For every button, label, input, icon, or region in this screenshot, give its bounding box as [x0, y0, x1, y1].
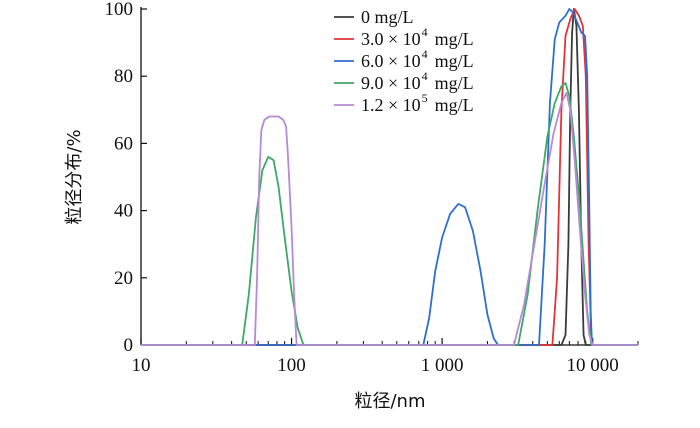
x-axis-label: 粒径/nm	[354, 391, 425, 412]
x-tick-label: 10 000	[567, 355, 619, 376]
legend-exponent: 4	[422, 47, 428, 61]
legend-label: 0 mg/L	[361, 7, 414, 27]
legend-label: 1.2 × 10	[361, 95, 421, 115]
series-line-4	[141, 82, 638, 346]
legend-unit: mg/L	[435, 51, 474, 71]
legend-label: 6.0 × 10	[361, 51, 421, 71]
legend-item-4: 9.0 × 10 4 mg/L	[334, 69, 474, 93]
legend-item-1: 0 mg/L	[334, 7, 414, 27]
series-line-2	[141, 8, 638, 346]
y-tick-label: 100	[105, 0, 134, 20]
legend-item-5: 1.2 × 10 5 mg/L	[334, 91, 474, 115]
y-tick-label: 0	[124, 335, 134, 356]
legend-unit: mg/L	[435, 73, 474, 93]
legend-label: 9.0 × 10	[361, 73, 421, 93]
legend-item-3: 6.0 × 10 4 mg/L	[334, 47, 474, 71]
legend-unit: mg/L	[435, 29, 474, 49]
legend-unit: mg/L	[435, 95, 474, 115]
y-axis-label: 粒径分布/%	[64, 129, 85, 224]
legend-label: 3.0 × 10	[361, 29, 421, 49]
legend-item-2: 3.0 × 10 4 mg/L	[334, 25, 474, 49]
x-tick-label: 1 000	[421, 355, 464, 376]
legend-exponent: 5	[422, 91, 428, 105]
chart-series	[141, 8, 638, 346]
y-tick-label: 20	[114, 268, 133, 289]
y-tick-label: 60	[114, 133, 133, 154]
y-tick-label: 40	[114, 201, 133, 222]
y-tick-label: 80	[114, 66, 133, 87]
legend-exponent: 4	[422, 69, 428, 83]
x-tick-label: 100	[277, 355, 306, 376]
x-tick-label: 10	[132, 355, 151, 376]
chart-axes: 0 20 40 60 80 100 10 100 1 000 10 000	[105, 0, 639, 376]
chart-legend: 0 mg/L3.0 × 10 4 mg/L6.0 × 10 4 mg/L9.0 × 10…	[334, 7, 474, 115]
series-line-3	[141, 8, 638, 346]
series-line-5	[141, 92, 638, 346]
legend-exponent: 4	[422, 25, 428, 39]
